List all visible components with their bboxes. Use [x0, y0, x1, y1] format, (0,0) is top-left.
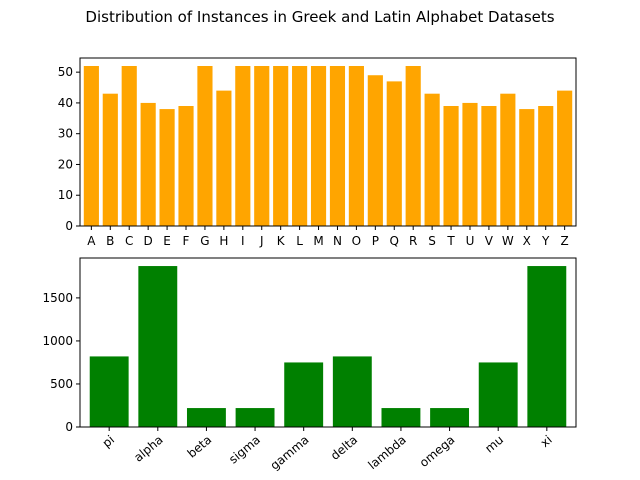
x-tick-label-A: A — [87, 234, 96, 248]
x-tick-label-J: J — [259, 234, 264, 248]
bar-lambda — [381, 408, 421, 427]
x-tick-label-I: I — [241, 234, 245, 248]
bar-I — [235, 66, 251, 226]
x-tick-label-E: E — [163, 234, 171, 248]
axes-frame — [79, 257, 577, 428]
x-tick-label-omega: omega — [417, 433, 458, 470]
y-tick-label: 1000 — [42, 334, 73, 348]
bar-X — [519, 109, 535, 226]
bar-E — [159, 109, 175, 226]
x-tick-label-M: M — [313, 234, 323, 248]
bar-A — [83, 66, 99, 226]
x-tick-label-R: R — [409, 234, 417, 248]
bar-B — [102, 93, 118, 226]
x-tick-label-gamma: gamma — [268, 433, 312, 473]
greek-alphabet-chart: 0 500 1000 1500 pi alpha beta sigma gamma delta la… — [42, 257, 577, 473]
figure-title: Distribution of Instances in Greek and L… — [85, 8, 554, 26]
latin-alphabet-chart: 0 10 20 30 40 50 A B C D E F G H I J K L M N O P Q R S T U V W X Y Z — [58, 57, 577, 248]
bar-beta — [186, 408, 226, 427]
axes-frame — [79, 57, 577, 227]
bar-sigma — [235, 408, 275, 427]
bar-J — [254, 66, 270, 226]
y-tick-label: 0 — [65, 219, 73, 233]
bar-Y — [538, 106, 554, 226]
bar-M — [310, 66, 327, 226]
x-tick-label-W: W — [502, 234, 514, 248]
bar-xi — [527, 266, 567, 427]
x-tick-label-K: K — [277, 234, 286, 248]
x-tick-label-xi: xi — [538, 433, 555, 450]
bar-Q — [386, 81, 402, 226]
x-tick-label-lambda: lambda — [365, 433, 408, 473]
x-tick-label-N: N — [333, 234, 342, 248]
x-tick-label-B: B — [106, 234, 114, 248]
bar-F — [178, 106, 194, 226]
y-tick-label: 500 — [50, 377, 73, 391]
bar-O — [348, 66, 364, 226]
x-tick-label-alpha: alpha — [131, 433, 165, 465]
bar-delta — [332, 356, 372, 427]
bar-G — [197, 66, 213, 226]
y-tick-label: 50 — [58, 65, 73, 79]
x-tick-label-G: G — [200, 234, 209, 248]
x-tick-label-O: O — [352, 234, 361, 248]
x-tick-label-beta: beta — [185, 433, 215, 461]
x-tick-label-U: U — [466, 234, 475, 248]
x-tick-label-F: F — [183, 234, 190, 248]
x-tick-label-Z: Z — [561, 234, 569, 248]
x-tick-label-H: H — [219, 234, 228, 248]
bar-alpha — [138, 266, 178, 427]
bar-T — [443, 106, 459, 226]
x-tick-label-Y: Y — [541, 234, 550, 248]
bar-N — [329, 66, 346, 226]
x-tick-label-T: T — [446, 234, 455, 248]
bar-D — [140, 102, 156, 226]
y-tick-label: 10 — [58, 188, 73, 202]
y-tick-label: 0 — [65, 420, 73, 434]
x-tick-label-D: D — [144, 234, 153, 248]
y-tick-label: 20 — [58, 157, 73, 171]
bar-P — [367, 75, 383, 226]
bar-U — [462, 102, 478, 226]
bar-H — [216, 90, 232, 227]
x-tick-label-mu: mu — [482, 433, 506, 456]
x-tick-label-delta: delta — [328, 433, 360, 463]
x-tick-label-pi: pi — [100, 433, 117, 451]
bar-L — [292, 66, 308, 226]
bar-R — [405, 66, 421, 226]
bar-omega — [430, 408, 470, 427]
bar-gamma — [284, 362, 324, 427]
bar-pi — [89, 356, 129, 427]
bar-S — [424, 93, 440, 226]
bar-C — [121, 66, 137, 226]
x-tick-label-X: X — [523, 234, 531, 248]
x-tick-label-V: V — [485, 234, 494, 248]
x-tick-label-S: S — [428, 234, 436, 248]
bar-mu — [478, 362, 518, 427]
bar-K — [273, 66, 289, 226]
x-tick-label-sigma: sigma — [226, 433, 263, 467]
x-tick-label-P: P — [372, 234, 379, 248]
y-tick-label: 40 — [58, 96, 73, 110]
x-tick-label-L: L — [296, 234, 303, 248]
bar-W — [500, 93, 516, 226]
y-tick-label: 30 — [58, 127, 73, 141]
x-tick-label-C: C — [125, 234, 133, 248]
x-tick-label-Q: Q — [390, 234, 399, 248]
bar-Z — [557, 90, 573, 227]
y-tick-label: 1500 — [42, 291, 73, 305]
bar-V — [481, 106, 497, 226]
